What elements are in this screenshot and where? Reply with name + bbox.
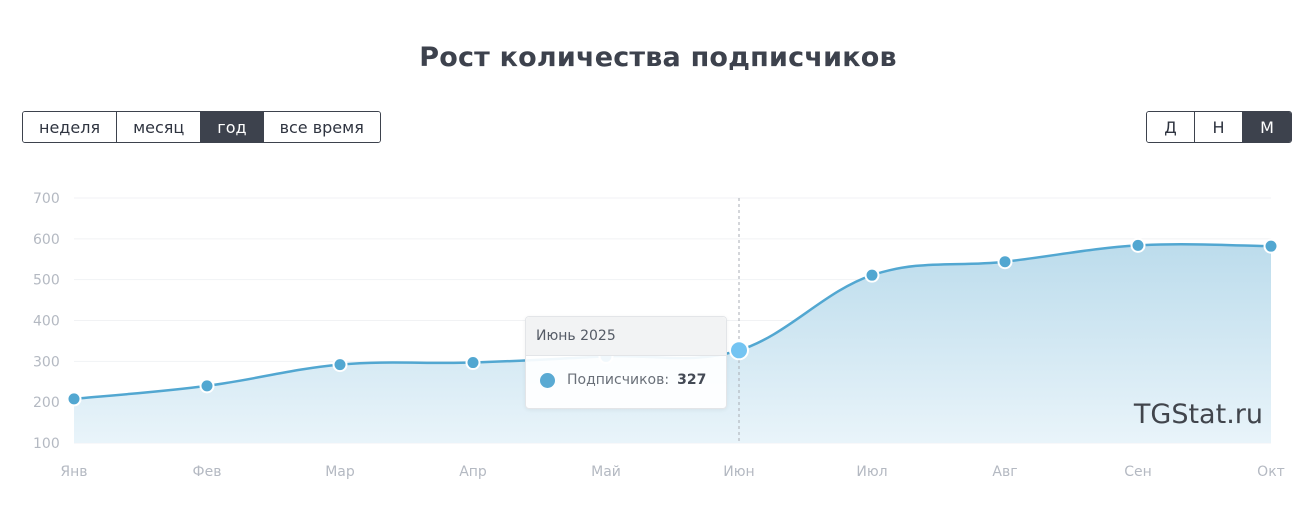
granularity-selector: Д Н М — [1146, 111, 1292, 143]
x-tick-label: Мар — [325, 464, 355, 480]
x-tick-label: Июл — [856, 464, 887, 480]
x-tick-label: Окт — [1257, 464, 1285, 480]
x-tick-label: Май — [591, 464, 621, 480]
y-tick-label: 700 — [33, 191, 60, 207]
data-point — [1130, 237, 1146, 253]
granularity-week-button[interactable]: Н — [1195, 112, 1243, 142]
hover-tooltip: Июнь 2025 Подписчиков: 327 — [525, 316, 727, 409]
time-range-selector: неделя месяц год все время — [22, 111, 381, 143]
subscribers-area-chart[interactable]: 100 200 300 400 500 600 700 Янв Фев Мар Апр Май Июн… — [0, 170, 1316, 500]
y-axis: 100 200 300 400 500 600 700 — [33, 191, 60, 452]
x-tick-label: Авг — [992, 464, 1017, 480]
tooltip-value: 327 — [677, 372, 707, 388]
x-tick-label: Сен — [1124, 464, 1152, 480]
y-tick-label: 500 — [33, 273, 60, 289]
data-point — [864, 267, 880, 283]
range-year-button[interactable]: год — [201, 112, 264, 142]
granularity-month-button[interactable]: М — [1243, 112, 1291, 142]
data-point — [1263, 238, 1279, 254]
range-month-button[interactable]: месяц — [117, 112, 202, 142]
x-tick-label: Июн — [723, 464, 754, 480]
highlighted-data-point — [729, 340, 749, 361]
x-axis: Янв Фев Мар Апр Май Июн Июл Авг Сен Окт — [60, 464, 1284, 480]
data-point — [332, 357, 348, 373]
y-tick-label: 200 — [33, 395, 60, 411]
granularity-day-button[interactable]: Д — [1147, 112, 1195, 142]
data-point — [199, 378, 215, 394]
y-tick-label: 400 — [33, 314, 60, 330]
tooltip-header: Июнь 2025 — [526, 317, 726, 356]
y-tick-label: 600 — [33, 232, 60, 248]
tooltip-row: Подписчиков: 327 — [526, 356, 726, 388]
chart-title: Рост количества подписчиков — [419, 42, 897, 73]
data-point — [465, 355, 481, 371]
range-week-button[interactable]: неделя — [23, 112, 118, 142]
watermark: TGStat.ru — [1133, 399, 1263, 430]
y-tick-label: 300 — [33, 354, 60, 370]
x-tick-label: Янв — [60, 464, 87, 480]
x-tick-label: Апр — [459, 464, 487, 480]
series-dot-icon — [540, 372, 555, 388]
data-point — [997, 254, 1013, 270]
tooltip-series-label: Подписчиков: — [567, 372, 670, 388]
y-tick-label: 100 — [33, 436, 60, 452]
x-tick-label: Фев — [193, 464, 222, 480]
range-all-time-button[interactable]: все время — [263, 112, 380, 142]
data-point — [66, 391, 82, 407]
area-fill — [74, 244, 1271, 443]
